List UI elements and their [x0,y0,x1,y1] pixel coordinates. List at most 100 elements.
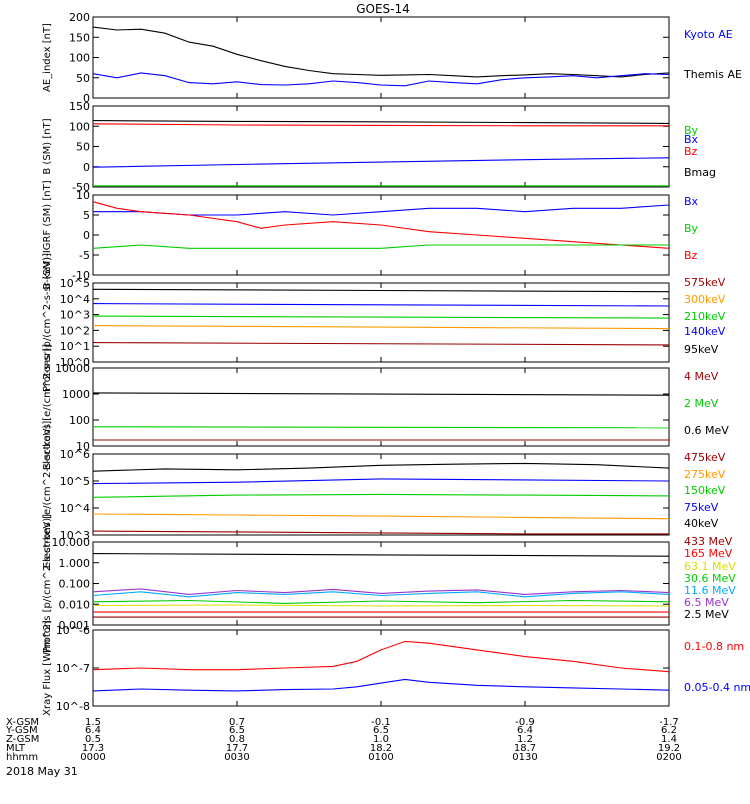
footer-value: 0.8 [229,734,245,745]
footer-value: 6.4 [85,725,101,736]
footer-row-label: MLT [6,743,26,754]
y-tick-label: 0 [83,92,90,105]
y-tick-label: 10^4 [60,502,90,515]
footer-value: 6.5 [229,725,245,736]
series-line [92,244,669,249]
legend-entry: 4 MeV [684,370,719,383]
footer-value: 0130 [512,752,537,763]
y-tick-label: 1000 [62,388,90,401]
footer-value: 6.5 [373,725,389,736]
y-tick-label: 10^-7 [56,662,90,675]
series-line [92,553,670,557]
legend-entry: 95keV [684,343,719,356]
series-line [92,120,670,124]
legend-entry: 0.6 MeV [684,424,729,437]
footer-value: 17.7 [226,743,248,754]
legend-entry: 150keV [684,484,726,497]
y-tick-label: 10 [76,440,90,453]
legend-entry: 0.1-0.8 nm [684,640,744,653]
panel-frame [92,282,670,363]
y-tick-label: 1.000 [59,557,91,570]
footer-value: 18.7 [514,743,536,754]
legend-entry: 6.5 MeV [684,596,729,609]
y-tick-label: 10.000 [52,536,91,549]
legend-entry: 2.5 MeV [684,608,729,621]
series-line [92,599,670,604]
series-line [93,204,670,216]
legend-entry: 210keV [684,310,726,323]
legend-entry: 2 MeV [684,397,719,410]
y-tick-label: 10^-6 [56,624,90,637]
y-tick-label: 10^1 [60,340,90,353]
y-axis-label: Protons [p/(cm^2-s-sr-keV)] [42,514,53,653]
legend-entry: Bx [684,133,699,146]
footer-row-label: hhmm [6,752,38,763]
legend-entry: 575keV [684,276,726,289]
series-line [92,315,670,319]
y-tick-label: 10^5 [60,277,90,290]
panel-6: 10^3 10^4 10^5 10^6 Electrons [e/(cm^2-s-sr-… [42,421,726,569]
legend-entry: 165 MeV [684,547,733,560]
footer-value: -0.9 [515,717,535,728]
legend-entry: Bmag [684,166,716,179]
legend-entry: By [684,124,699,137]
legend-entry: 275keV [684,468,726,481]
series-line [92,604,670,607]
panel-frame [92,16,670,99]
figure-title: GOES-14 [356,2,410,16]
footer-value: 6.2 [661,725,677,736]
figure-date: 2018 May 31 [6,765,78,778]
y-tick-label: 5 [83,209,90,222]
footer-value: -0.1 [371,717,391,728]
y-axis-label: Electrons [e/(cm^2-s-sr-keV)] [42,421,53,569]
panel-frame [92,367,670,447]
footer-value: 6.4 [517,725,533,736]
y-tick-label: 0.010 [59,598,91,611]
legend-entry: Themis AE [683,68,742,81]
series-line [92,201,670,249]
y-tick-label: 10^-8 [56,700,90,713]
footer-value: 0.5 [85,734,101,745]
footer-value: 17.3 [82,743,104,754]
y-tick-label: 50 [76,72,90,85]
series-line [92,493,670,498]
legend-entry: By [684,222,699,235]
legend-entry: 300keV [684,293,726,306]
y-tick-label: 10^5 [60,475,90,488]
y-tick-label: 10^0 [60,356,90,369]
y-tick-label: 10000 [55,362,90,375]
legend-entry: Bx [684,195,699,208]
series-line [92,678,670,692]
footer-value: 0030 [224,752,249,763]
y-axis-label: Xray Flux [W/m^2] [42,620,53,716]
y-axis-label: Protons [p/(cm^2-s-sr-keV)] [42,253,53,392]
series-line [92,588,670,595]
panel-4: 10^0 10^1 10^2 10^3 10^4 10^5 Protons [p/(cm^2… [42,253,726,392]
series-line [92,478,670,485]
footer-value: 1.5 [85,717,101,728]
series-line [92,392,670,396]
series-line [92,342,670,346]
series-line [92,513,670,520]
y-axis-label: B (SM)-IGRF (SM) [nT] [42,180,53,289]
footer-row-label: X-GSM [6,717,39,728]
series-line [92,303,670,307]
series-line [92,325,670,330]
y-tick-label: 0.100 [59,578,91,591]
footer-value: 1.0 [373,734,389,745]
y-axis-label: B (SM) [nT] [42,118,53,174]
y-tick-label: -10 [72,269,90,282]
legend-entry: 40keV [684,517,719,530]
legend-entry: 433 MeV [684,535,733,548]
footer-value: 18.2 [370,743,392,754]
legend-entry: 140keV [684,325,726,338]
ephemeris-footer: X-GSMY-GSMZ-GSMMLThhmm1.56.40.517.300000… [5,717,682,763]
footer-value: 19.2 [658,743,680,754]
y-tick-label: 100 [69,120,90,133]
legend-entry: 63.1 MeV [684,560,736,573]
